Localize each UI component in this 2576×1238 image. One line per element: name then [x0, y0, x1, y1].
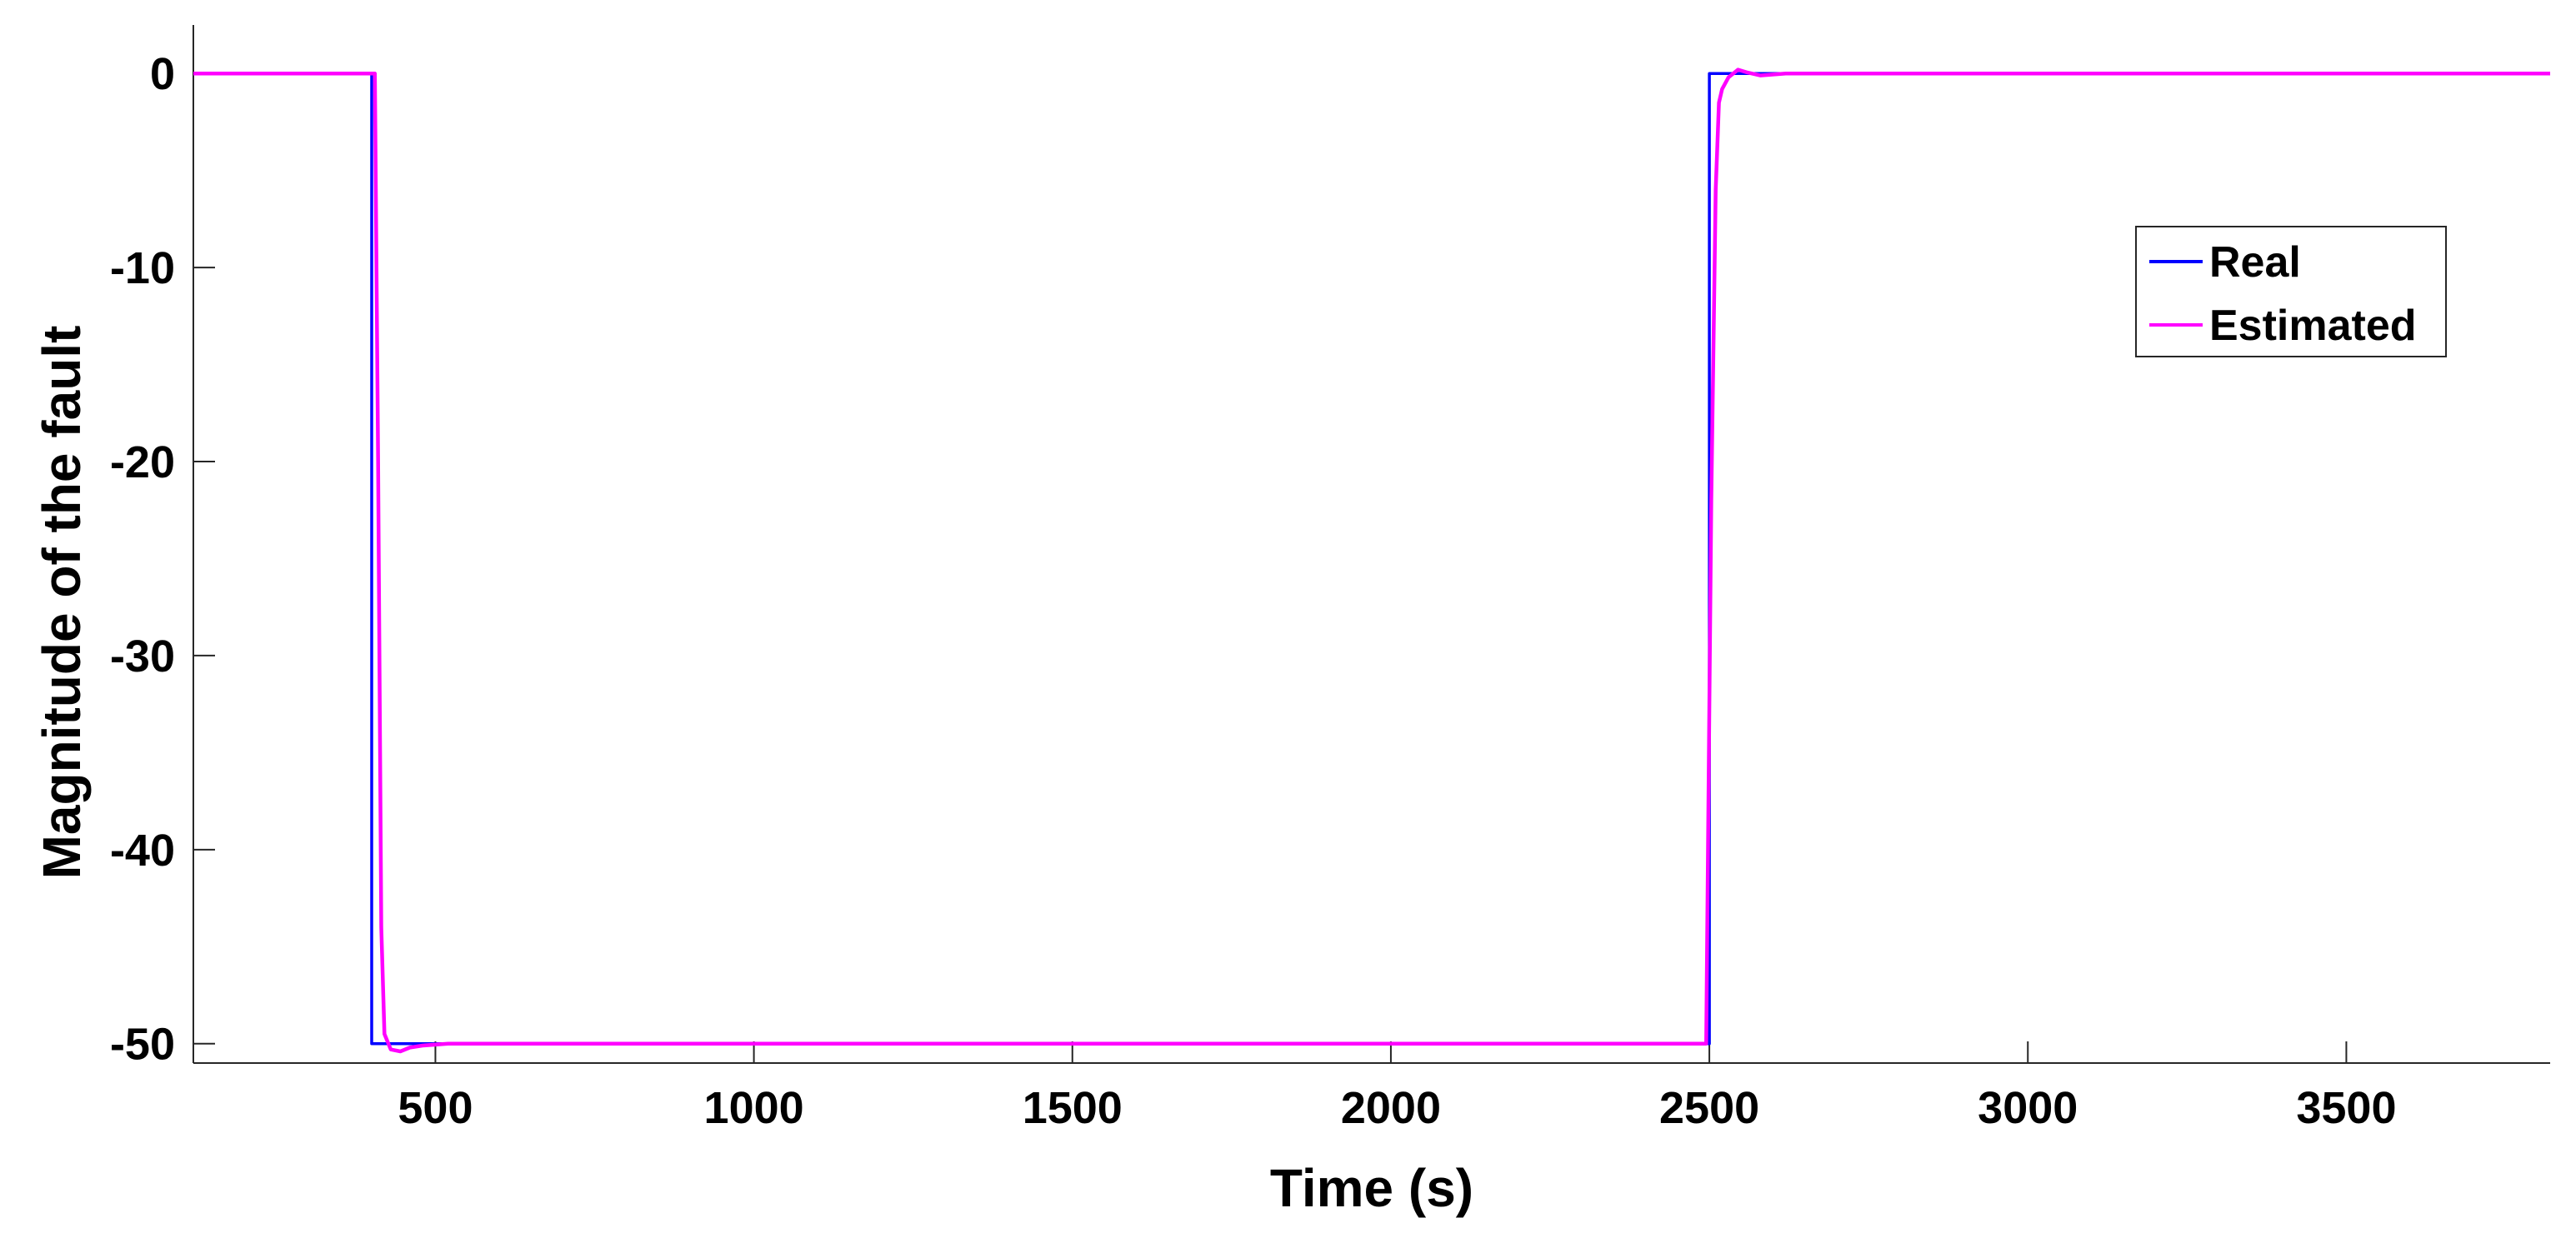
- y-tick-label: -30: [110, 631, 175, 681]
- tick-labels: 500 1000 1500 2000 2500 3000 3500 0 -10 -20 -30 -40…: [110, 49, 2397, 1133]
- series-line-estimated: [193, 67, 2550, 1054]
- y-tick-label: -50: [110, 1020, 175, 1070]
- x-tick-label: 1500: [1023, 1083, 1123, 1133]
- legend-label: Real: [2209, 238, 2301, 287]
- legend-label: Estimated: [2209, 302, 2417, 350]
- y-tick-label: -20: [110, 437, 175, 487]
- x-axis-label: Time (s): [1270, 1158, 1473, 1218]
- legend: Real Estimated: [2135, 226, 2447, 357]
- x-tick-label: 500: [398, 1083, 473, 1133]
- series-line-real: [193, 72, 2550, 1046]
- legend-box: [2135, 226, 2447, 357]
- x-tick-label: 1000: [704, 1083, 804, 1133]
- y-axis-label: Magnitude of the fault: [32, 326, 92, 880]
- x-tick-label: 3500: [2296, 1083, 2396, 1133]
- axes: [193, 25, 2550, 1064]
- series-lines: [193, 67, 2550, 1054]
- y-tick-label: -10: [110, 243, 175, 293]
- x-tick-label: 3000: [1978, 1083, 2078, 1133]
- y-tick-label: -40: [110, 826, 175, 876]
- y-tick-label: 0: [150, 49, 175, 99]
- x-tick-label: 2500: [1659, 1083, 1759, 1133]
- x-tick-label: 2000: [1341, 1083, 1441, 1133]
